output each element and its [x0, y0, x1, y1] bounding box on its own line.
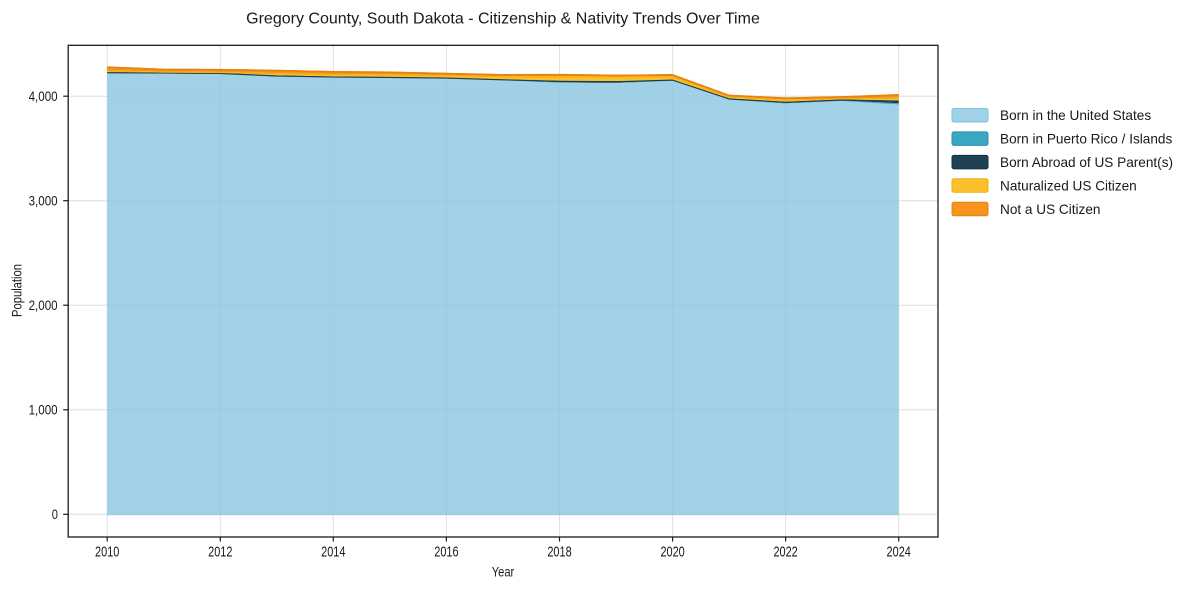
svg-text:2024: 2024	[887, 544, 911, 560]
svg-text:Gregory County, South Dakota -: Gregory County, South Dakota - Citizensh…	[246, 11, 760, 28]
svg-text:4,000: 4,000	[29, 89, 58, 104]
svg-text:2020: 2020	[660, 544, 684, 560]
svg-text:1,000: 1,000	[29, 403, 58, 418]
svg-text:3,000: 3,000	[29, 193, 58, 208]
svg-text:2,000: 2,000	[29, 298, 58, 313]
svg-text:Naturalized US Citizen: Naturalized US Citizen	[1000, 178, 1137, 193]
svg-text:Born in Puerto Rico / Islands: Born in Puerto Rico / Islands	[1000, 132, 1172, 147]
svg-text:0: 0	[52, 507, 59, 522]
svg-text:2012: 2012	[208, 544, 232, 560]
svg-text:2018: 2018	[547, 544, 571, 560]
svg-text:Born Abroad of US Parent(s): Born Abroad of US Parent(s)	[1000, 155, 1173, 170]
svg-text:2014: 2014	[321, 544, 345, 560]
svg-text:Born in the United States: Born in the United States	[1000, 108, 1151, 123]
svg-text:2010: 2010	[95, 544, 119, 560]
svg-text:Population: Population	[9, 264, 24, 317]
svg-text:2016: 2016	[434, 544, 458, 560]
svg-text:Year: Year	[492, 565, 515, 580]
svg-text:Not a US Citizen: Not a US Citizen	[1000, 202, 1100, 217]
svg-text:2022: 2022	[773, 544, 797, 560]
